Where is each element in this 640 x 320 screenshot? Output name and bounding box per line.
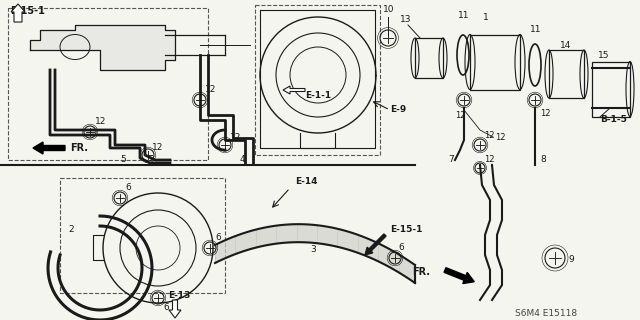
Text: 9: 9 [568, 255, 573, 265]
Text: E-15-1: E-15-1 [390, 226, 422, 235]
Text: 10: 10 [383, 5, 394, 14]
Bar [470, 35, 520, 90]
Bar [415, 38, 443, 78]
Polygon shape [30, 25, 175, 70]
Text: 11: 11 [458, 11, 470, 20]
Text: 5: 5 [120, 156, 125, 164]
Text: 4: 4 [240, 156, 246, 164]
Bar [255, 5, 380, 155]
Text: 12: 12 [484, 156, 495, 164]
FancyArrow shape [365, 234, 386, 255]
Text: 11: 11 [530, 26, 541, 35]
Text: 12: 12 [230, 132, 241, 141]
Text: E-9: E-9 [390, 106, 406, 115]
FancyArrow shape [283, 86, 305, 94]
Text: 12: 12 [152, 143, 163, 153]
FancyArrow shape [33, 142, 65, 154]
Text: E-15-1: E-15-1 [10, 6, 45, 16]
Text: 1: 1 [483, 13, 489, 22]
Bar [60, 178, 225, 293]
Text: 12: 12 [495, 133, 506, 142]
Text: 12: 12 [205, 85, 216, 94]
Bar [8, 8, 208, 160]
Text: 15: 15 [598, 51, 609, 60]
Text: 13: 13 [400, 15, 412, 25]
Text: 12: 12 [484, 131, 495, 140]
Text: 12: 12 [95, 117, 106, 126]
Text: 12: 12 [455, 110, 465, 119]
FancyArrow shape [169, 300, 181, 318]
Text: 8: 8 [540, 156, 546, 164]
Text: 14: 14 [560, 41, 572, 50]
Text: E-13: E-13 [168, 291, 190, 300]
FancyArrow shape [11, 4, 25, 22]
Text: E-1-1: E-1-1 [305, 91, 331, 100]
Text: S6M4 E15118: S6M4 E15118 [515, 309, 577, 318]
Text: 6: 6 [398, 244, 404, 252]
Text: 6: 6 [125, 183, 131, 193]
Text: 12: 12 [540, 108, 550, 117]
Text: FR.: FR. [412, 267, 430, 277]
Text: 6: 6 [215, 234, 221, 243]
Text: 7: 7 [448, 156, 454, 164]
Bar [592, 62, 630, 117]
Text: E-14: E-14 [295, 178, 317, 187]
Text: 2: 2 [68, 226, 74, 235]
FancyArrow shape [444, 268, 474, 284]
Text: 3: 3 [310, 245, 316, 254]
Bar [549, 50, 584, 98]
Text: 6: 6 [163, 303, 169, 313]
Text: FR.: FR. [70, 143, 88, 153]
Text: B-1-5: B-1-5 [600, 116, 627, 124]
